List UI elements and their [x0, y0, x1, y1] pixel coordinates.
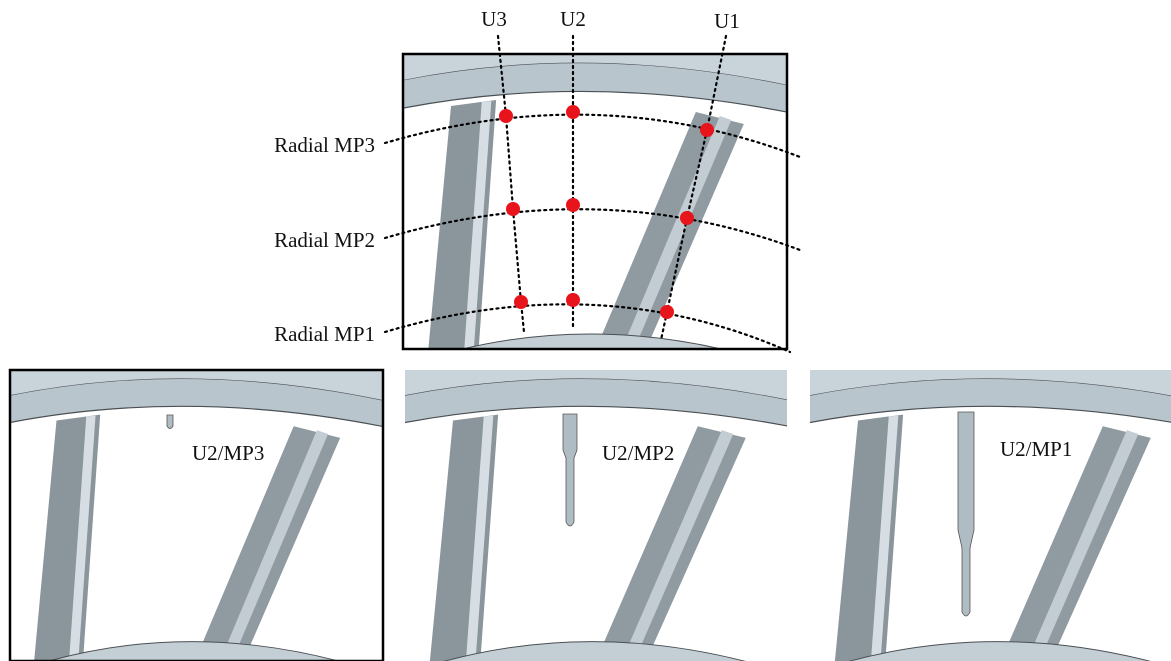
panel-label: U2/MP2	[602, 441, 674, 465]
bottom-panel-image	[0, 351, 401, 661]
column-label: U1	[714, 9, 740, 33]
bottom-panel-image	[791, 351, 1171, 661]
bottom-panel-image	[386, 351, 808, 661]
column-label: U3	[481, 7, 507, 31]
row-label: Radial MP1	[274, 322, 375, 346]
column-label: U2	[560, 7, 586, 31]
row-label: Radial MP3	[274, 133, 375, 157]
panel-label: U2/MP3	[192, 441, 264, 465]
panel-label: U2/MP1	[1000, 437, 1072, 461]
figure: U3 U2 U1 Radial MP3 Radial MP2 Radial MP…	[0, 0, 1171, 661]
top-panel-image	[384, 34, 806, 374]
row-label: Radial MP2	[274, 228, 375, 252]
